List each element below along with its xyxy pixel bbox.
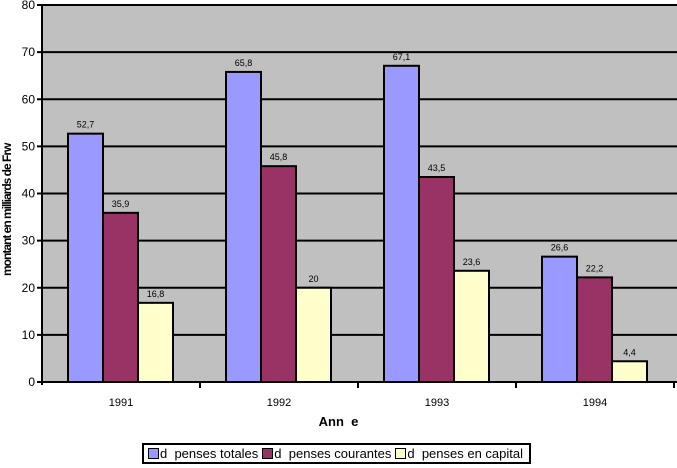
data-label: 16,8 (147, 289, 165, 299)
data-label: 67,1 (393, 52, 411, 62)
y-tick-label: 40 (22, 187, 36, 201)
y-tick-label: 80 (22, 0, 36, 12)
bar (225, 70, 262, 383)
legend-item: d penses en capital (395, 446, 523, 461)
data-label: 23,6 (463, 257, 481, 267)
y-tick-label: 30 (22, 234, 36, 248)
data-label: 45,8 (270, 152, 288, 162)
legend-label: d penses totales (160, 446, 259, 461)
x-tick-label: 1992 (267, 397, 291, 409)
x-tick-label: 1991 (109, 397, 133, 409)
y-tick-label: 20 (22, 281, 36, 295)
data-label: 35,9 (112, 199, 130, 209)
bar (611, 360, 648, 384)
bar (295, 286, 332, 383)
bar (576, 276, 613, 384)
data-label: 43,5 (428, 163, 446, 173)
legend-label: d penses en capital (407, 446, 524, 461)
bar (260, 165, 297, 383)
bar (102, 211, 139, 383)
data-label: 65,8 (235, 58, 253, 68)
legend-item: d penses totales (148, 446, 258, 461)
legend-label: d penses courantes (274, 446, 392, 461)
bar (541, 255, 578, 383)
bar (383, 64, 420, 383)
bar (453, 269, 490, 383)
bar (137, 301, 174, 383)
legend-item: d penses courantes (262, 446, 391, 461)
y-axis-label: montant en milliards de Frw (0, 143, 14, 277)
y-tick-label: 10 (22, 328, 36, 342)
legend-swatch (148, 448, 159, 459)
data-label: 22,2 (586, 263, 604, 273)
x-axis-label: Ann e (318, 414, 359, 429)
bar (67, 132, 104, 383)
x-tick-label: 1993 (425, 397, 449, 409)
data-label: 52,7 (77, 120, 95, 130)
y-tick-label: 60 (22, 92, 36, 106)
y-tick-label: 50 (22, 139, 36, 153)
legend-swatch (395, 448, 407, 459)
x-tick-label: 1994 (583, 397, 607, 409)
legend-swatch (262, 448, 274, 459)
y-tick-label: 0 (28, 375, 35, 389)
y-tick-label: 70 (22, 45, 36, 59)
bar (418, 176, 455, 383)
data-label: 4,4 (623, 347, 636, 357)
legend: d penses totales d penses courantes d pe… (142, 443, 532, 464)
data-label: 20 (308, 274, 318, 284)
data-label: 26,6 (551, 243, 569, 253)
